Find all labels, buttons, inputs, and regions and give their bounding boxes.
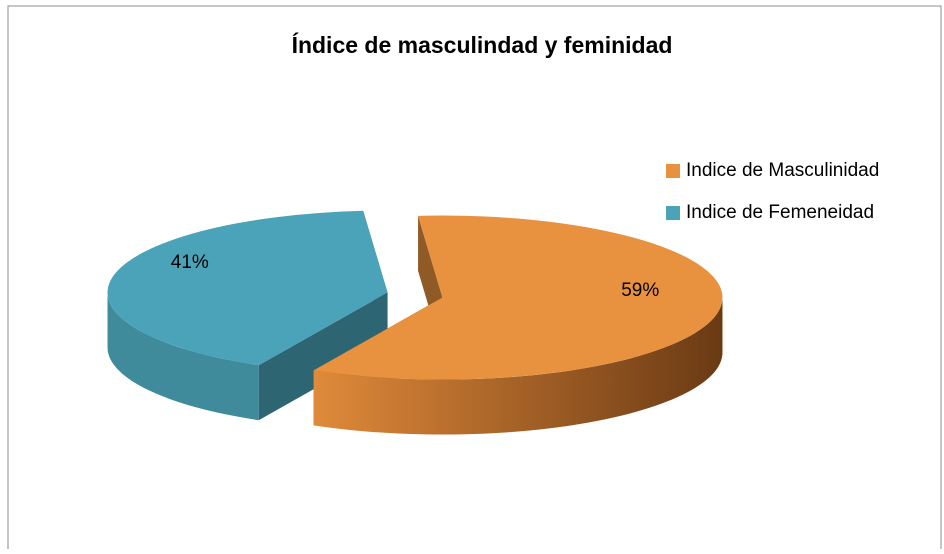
legend-swatch <box>666 206 680 220</box>
pie-slice <box>313 215 723 435</box>
data-label: 59% <box>621 280 659 301</box>
slice-wall <box>313 297 723 435</box>
legend-swatch <box>666 164 680 178</box>
slice-wall <box>107 292 259 421</box>
slice-top <box>107 210 388 366</box>
legend-label: Indice de Femeneidad <box>686 202 874 223</box>
pie-slice <box>107 210 388 421</box>
legend-label: Indice de Masculinidad <box>686 160 879 181</box>
slice-side <box>258 292 388 421</box>
chart-title: Índice de masculindad y feminidad <box>292 31 673 58</box>
data-label: 41% <box>171 252 209 273</box>
slice-top <box>313 215 723 380</box>
